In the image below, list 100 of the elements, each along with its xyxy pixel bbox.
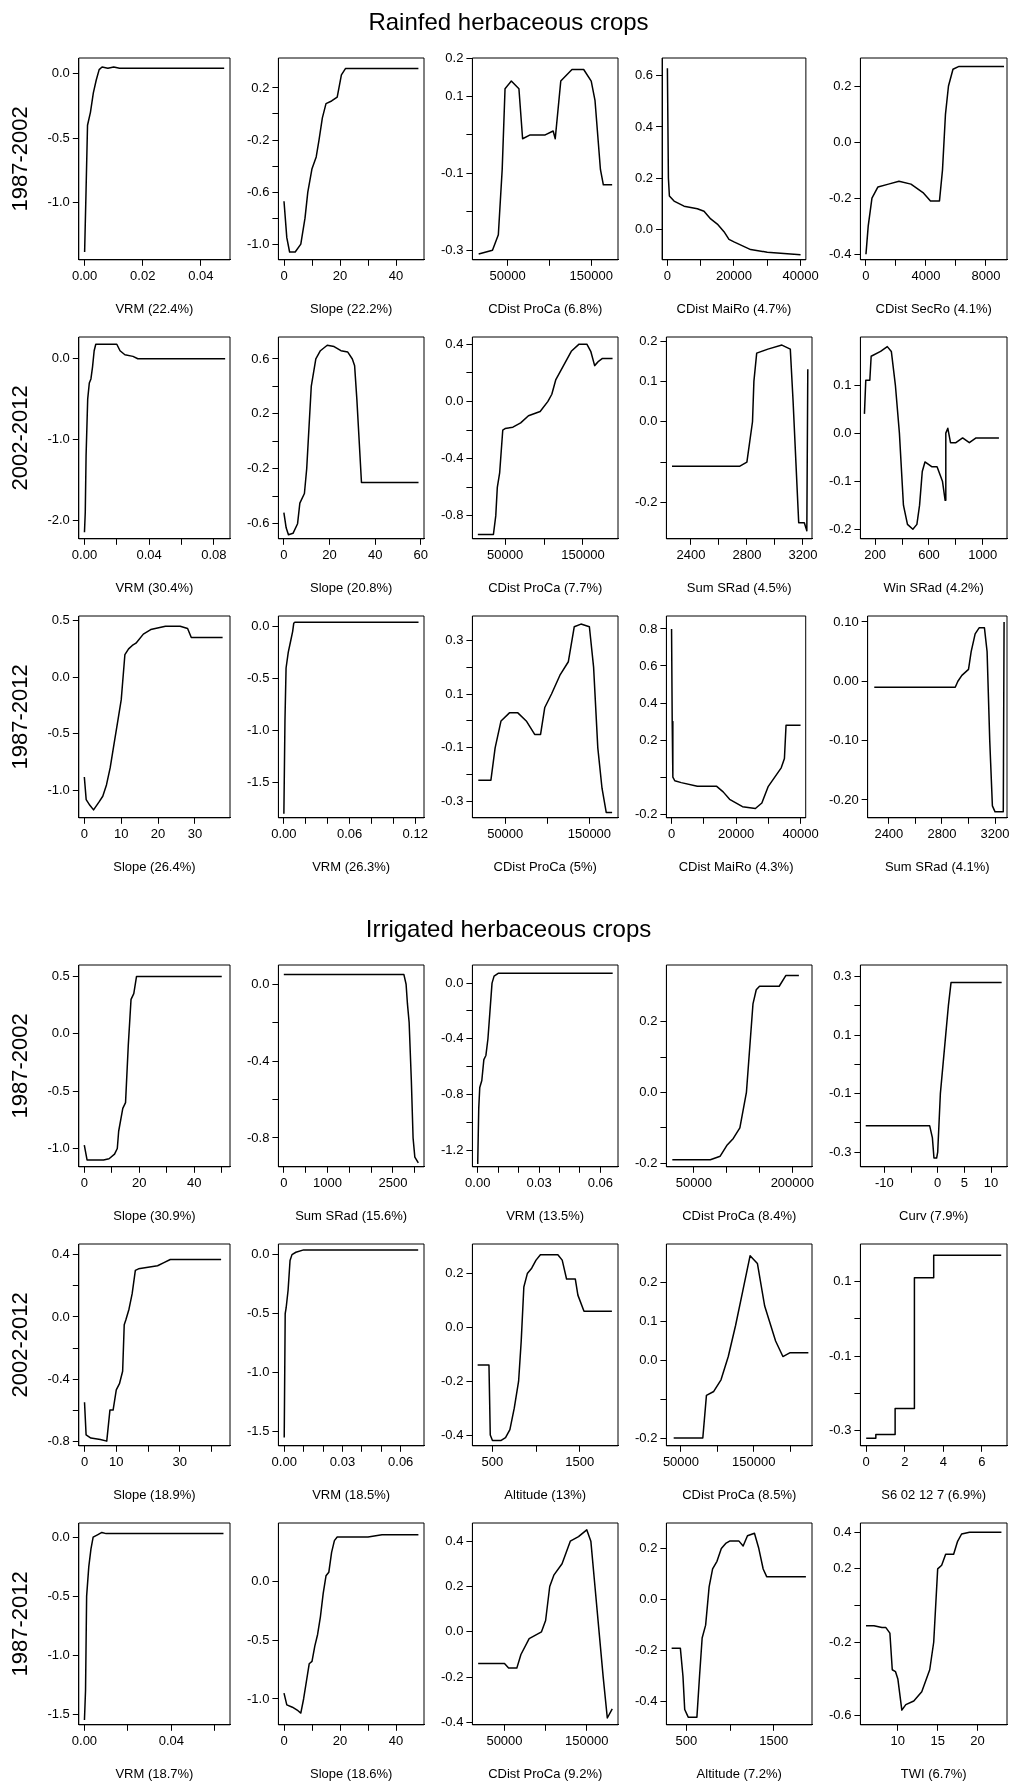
x-axis-title: Win SRad (4.2%) [883, 579, 984, 595]
x-tick-label: 40 [388, 1733, 404, 1749]
y-tick-label: 0.0 [51, 350, 70, 366]
y-axis-title: 1987-2002 [7, 1013, 33, 1119]
y-tick-label: 0.1 [833, 1272, 852, 1288]
x-tick-label: 150000 [561, 547, 605, 563]
y-tick-label: -1.0 [246, 1690, 270, 1706]
y-tick-label: 0.4 [833, 1523, 852, 1539]
x-tick-label: 0.02 [130, 268, 156, 284]
y-axis-title: 1987-2002 [7, 106, 33, 212]
y-tick-label: 0.0 [51, 1528, 70, 1544]
y-tick-label: 0.2 [445, 1265, 464, 1281]
y-tick-label: 0.0 [51, 65, 70, 81]
y-tick-label: -0.3 [828, 1422, 852, 1438]
y-tick-label: -0.4 [440, 1030, 464, 1046]
x-tick-label: 20 [332, 1733, 348, 1749]
y-tick-label: -0.3 [440, 241, 464, 257]
x-tick-label: 60 [413, 547, 429, 563]
x-tick-label: 0 [663, 268, 672, 284]
x-tick-label: 0.03 [526, 1175, 552, 1191]
y-tick-label: -0.1 [828, 1085, 852, 1101]
x-tick-label: 20 [332, 268, 348, 284]
y-tick-label: 0.4 [634, 118, 654, 134]
y-tick-label: 0.0 [445, 392, 464, 408]
y-tick-label: 0.0 [251, 1573, 270, 1589]
y-tick-label: -0.4 [440, 1714, 464, 1730]
y-tick-label: 0.0 [445, 1623, 464, 1639]
y-tick-label: 0.1 [833, 1026, 852, 1042]
x-axis-title: Sum SRad (15.6%) [295, 1207, 408, 1223]
y-tick-label: -1.0 [246, 722, 270, 737]
y-tick-label: -2.0 [47, 511, 70, 527]
x-tick-label: 0 [80, 826, 88, 842]
y-tick-label: 0.4 [51, 1246, 70, 1262]
y-tick-label: 0.0 [639, 1591, 658, 1607]
y-tick-label: -1.0 [47, 1646, 70, 1662]
x-axis-title: Curv (7.9%) [899, 1207, 969, 1223]
y-tick-label: -1.2 [440, 1141, 464, 1157]
y-tick-label: -1.0 [246, 235, 270, 251]
x-tick-label: 15 [930, 1733, 945, 1749]
x-axis-title: Slope (26.4%) [113, 858, 196, 874]
x-tick-label: 0.12 [402, 826, 428, 842]
y-tick-label: 0.0 [445, 1318, 464, 1334]
x-tick-label: 8000 [971, 268, 1001, 284]
y-tick-label: -0.4 [634, 1693, 658, 1709]
y-tick-label: 0.4 [445, 1532, 464, 1548]
x-tick-label: 2400 [874, 826, 904, 842]
x-axis-title: Slope (20.8%) [310, 579, 393, 595]
y-tick-label: 0.0 [634, 220, 654, 236]
y-tick-label: 0.1 [639, 372, 658, 388]
x-axis-title: VRM (13.5%) [506, 1207, 585, 1223]
x-axis-title: Sum SRad (4.5%) [686, 579, 792, 595]
x-axis-title: CDist ProCa (6.8%) [488, 300, 603, 316]
y-tick-label: 0.2 [639, 1013, 658, 1029]
y-tick-label: 0.2 [639, 332, 658, 348]
x-axis-title: TWI (6.7%) [900, 1765, 967, 1781]
y-tick-label: 0.6 [634, 67, 654, 83]
y-tick-label: -0.5 [246, 1631, 270, 1647]
y-tick-label: -0.4 [440, 450, 464, 466]
chart-title: Irrigated herbaceous crops [364, 914, 653, 944]
y-tick-label: -0.3 [828, 1143, 852, 1159]
y-tick-label: 0.0 [639, 413, 658, 429]
y-tick-label: -0.5 [47, 1587, 70, 1603]
x-tick-label: 0.00 [71, 1733, 98, 1749]
x-tick-label: 4 [939, 1454, 947, 1470]
y-tick-label: 0.2 [251, 79, 270, 95]
x-axis-title: VRM (30.4%) [115, 579, 194, 595]
x-tick-label: 0.04 [136, 547, 162, 563]
y-tick-label: -0.6 [246, 183, 270, 199]
x-axis-title: CDist ProCa (5%) [493, 858, 597, 874]
y-tick-label: -0.1 [828, 472, 852, 488]
y-tick-label: -0.10 [828, 732, 859, 748]
x-tick-label: 150000 [569, 268, 613, 284]
x-tick-label: 50000 [487, 826, 524, 842]
x-tick-label: 0 [280, 547, 288, 563]
y-tick-label: -1.5 [47, 1705, 70, 1721]
x-tick-label: 40 [388, 268, 404, 284]
x-tick-label: 0 [280, 268, 288, 284]
x-tick-label: 0.03 [329, 1454, 356, 1470]
y-tick-label: 0.8 [639, 620, 658, 636]
x-tick-label: 0.08 [201, 547, 227, 563]
y-tick-label: -0.2 [634, 1429, 658, 1445]
x-axis-title: VRM (26.3%) [312, 858, 391, 874]
y-tick-label: -0.2 [440, 1668, 464, 1684]
y-axis-title: 2002-2012 [7, 1292, 33, 1398]
x-tick-label: 50000 [675, 1175, 713, 1191]
x-axis-title: CDist ProCa (9.2%) [488, 1765, 603, 1781]
x-tick-label: 40 [187, 1175, 202, 1191]
y-tick-label: -0.2 [246, 460, 270, 476]
y-tick-label: -0.8 [440, 507, 464, 523]
y-tick-label: -0.20 [828, 791, 859, 807]
y-tick-label: 0.2 [833, 1560, 852, 1576]
x-tick-label: 2800 [927, 826, 957, 842]
x-tick-label: 0 [280, 1733, 288, 1749]
x-tick-label: 20000 [715, 268, 753, 284]
x-tick-label: 50000 [486, 1733, 523, 1749]
x-axis-title: VRM (22.4%) [115, 300, 194, 316]
x-tick-label: 50000 [662, 1454, 700, 1470]
x-tick-label: 50000 [489, 268, 526, 284]
y-tick-label: -0.2 [828, 520, 852, 536]
x-tick-label: 10 [113, 826, 129, 842]
